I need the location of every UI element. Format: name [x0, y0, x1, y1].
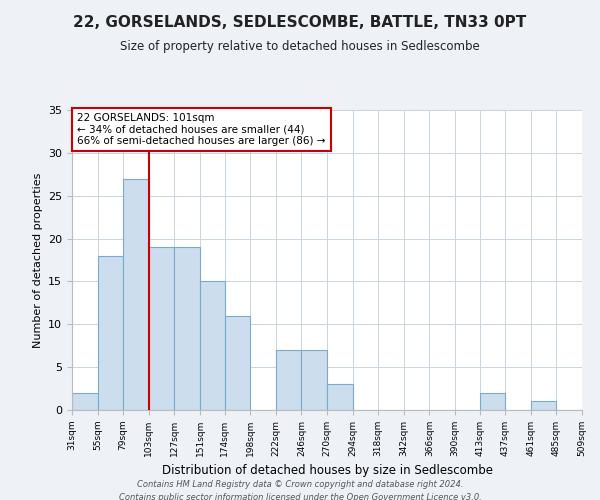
Text: Size of property relative to detached houses in Sedlescombe: Size of property relative to detached ho…	[120, 40, 480, 53]
Bar	[224, 316, 250, 410]
Bar	[123, 178, 149, 410]
Bar	[301, 350, 327, 410]
Y-axis label: Number of detached properties: Number of detached properties	[32, 172, 43, 348]
Bar	[98, 256, 123, 410]
Bar	[200, 282, 224, 410]
Bar	[175, 247, 200, 410]
Bar	[276, 350, 301, 410]
X-axis label: Distribution of detached houses by size in Sedlescombe: Distribution of detached houses by size …	[161, 464, 493, 477]
Text: 22, GORSELANDS, SEDLESCOMBE, BATTLE, TN33 0PT: 22, GORSELANDS, SEDLESCOMBE, BATTLE, TN3…	[73, 15, 527, 30]
Text: 22 GORSELANDS: 101sqm
← 34% of detached houses are smaller (44)
66% of semi-deta: 22 GORSELANDS: 101sqm ← 34% of detached …	[77, 113, 326, 146]
Bar	[531, 402, 556, 410]
Text: Contains HM Land Registry data © Crown copyright and database right 2024.
Contai: Contains HM Land Registry data © Crown c…	[119, 480, 481, 500]
Bar	[327, 384, 353, 410]
Bar	[72, 393, 98, 410]
Bar	[149, 247, 175, 410]
Bar	[479, 393, 505, 410]
